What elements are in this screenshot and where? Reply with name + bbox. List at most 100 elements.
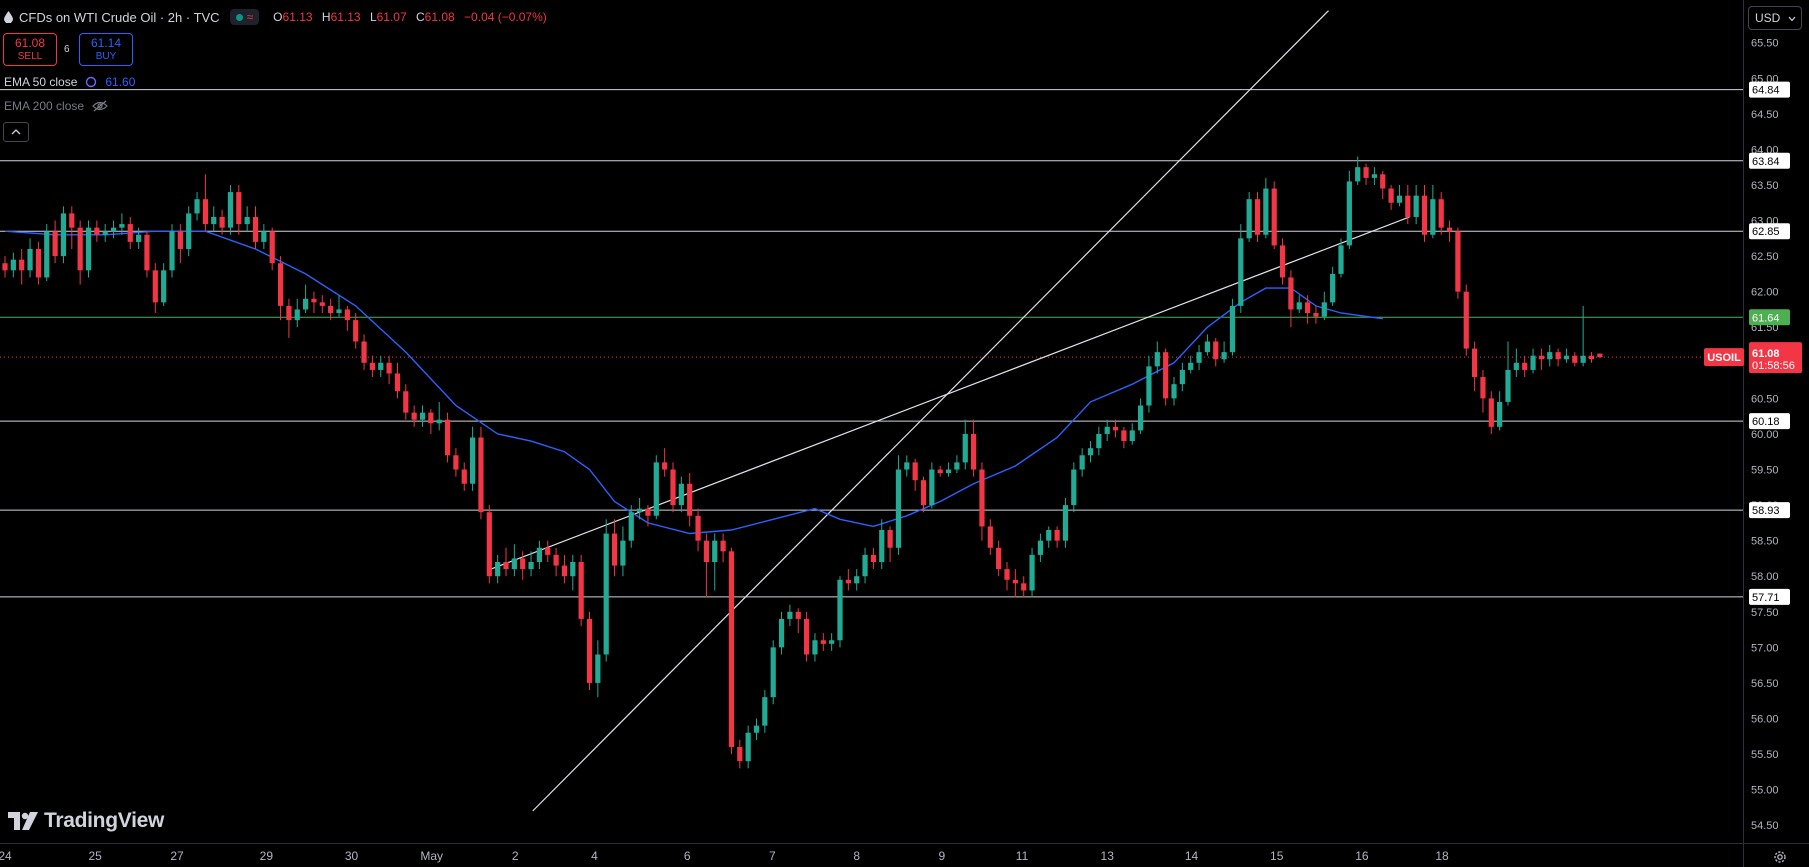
candle-body[interactable]: [520, 558, 526, 570]
candle-body[interactable]: [269, 231, 275, 264]
candle-body[interactable]: [1438, 199, 1444, 228]
candle-body[interactable]: [1555, 352, 1561, 360]
candle-body[interactable]: [1263, 188, 1269, 235]
candle-body[interactable]: [745, 732, 751, 762]
candle-body[interactable]: [1254, 199, 1261, 235]
candle-body[interactable]: [971, 433, 977, 470]
candle-body[interactable]: [169, 231, 175, 271]
candle-body[interactable]: [511, 558, 517, 570]
hidden-eye-icon[interactable]: [92, 100, 108, 112]
candle-body[interactable]: [1505, 369, 1511, 402]
candle-body[interactable]: [1062, 505, 1069, 541]
candle-body[interactable]: [353, 320, 359, 342]
candle-body[interactable]: [678, 483, 684, 506]
candle-body[interactable]: [1271, 188, 1277, 246]
candle-body[interactable]: [436, 419, 442, 424]
candle-body[interactable]: [854, 576, 860, 584]
candle-body[interactable]: [1296, 302, 1302, 310]
symbol-title[interactable]: CFDs on WTI Crude Oil · 2h · TVC: [19, 9, 220, 25]
candle-body[interactable]: [628, 512, 634, 541]
candle-body[interactable]: [996, 547, 1002, 570]
candle-body[interactable]: [1463, 291, 1469, 349]
candle-body[interactable]: [620, 540, 626, 566]
candle-body[interactable]: [110, 227, 117, 232]
candle-body[interactable]: [361, 341, 367, 363]
candle-body[interactable]: [561, 565, 568, 577]
sell-button[interactable]: 61.08 SELL: [3, 33, 57, 66]
candle-body[interactable]: [1004, 569, 1010, 580]
candle-body[interactable]: [1597, 353, 1603, 358]
candle-body[interactable]: [52, 231, 58, 257]
candle-body[interactable]: [1455, 231, 1461, 292]
candle-body[interactable]: [1079, 455, 1085, 470]
candle-body[interactable]: [328, 305, 334, 314]
candle-body[interactable]: [1221, 352, 1227, 360]
candle-body[interactable]: [495, 562, 501, 577]
candle-body[interactable]: [1497, 401, 1503, 427]
candle-body[interactable]: [119, 224, 125, 228]
buy-button[interactable]: 61.14 BUY: [79, 33, 133, 66]
candle-body[interactable]: [1229, 305, 1236, 353]
candle-body[interactable]: [1580, 355, 1586, 363]
candle-body[interactable]: [670, 469, 676, 506]
candle-body[interactable]: [637, 508, 643, 513]
candle-body[interactable]: [912, 462, 918, 481]
candle-body[interactable]: [252, 216, 259, 242]
candle-body[interactable]: [369, 362, 375, 370]
candle-body[interactable]: [144, 234, 150, 271]
candle-body[interactable]: [1163, 352, 1169, 399]
candle-body[interactable]: [303, 298, 309, 310]
candle-body[interactable]: [1037, 540, 1043, 555]
candle-body[interactable]: [1279, 245, 1286, 278]
candle-body[interactable]: [428, 412, 434, 424]
candle-body[interactable]: [344, 309, 350, 321]
candle-body[interactable]: [177, 231, 183, 249]
candle-body[interactable]: [10, 259, 16, 271]
candle-body[interactable]: [954, 462, 960, 470]
candle-body[interactable]: [1104, 426, 1110, 434]
market-status[interactable]: ≈: [229, 9, 260, 25]
currency-select[interactable]: USD: [1748, 6, 1802, 30]
candle-body[interactable]: [277, 263, 284, 306]
collapse-legend-button[interactable]: [3, 122, 29, 142]
candle-body[interactable]: [837, 579, 843, 641]
candle-body[interactable]: [386, 362, 392, 374]
candle-body[interactable]: [1472, 348, 1478, 378]
candle-body[interactable]: [236, 192, 242, 225]
candle-body[interactable]: [1021, 583, 1027, 591]
candle-body[interactable]: [687, 483, 693, 516]
candle-body[interactable]: [1488, 398, 1494, 427]
candle-body[interactable]: [662, 462, 668, 470]
candle-body[interactable]: [829, 640, 835, 644]
candle-body[interactable]: [1305, 302, 1311, 314]
tradingview-logo[interactable]: TradingView: [8, 809, 164, 833]
candle-body[interactable]: [69, 213, 75, 228]
candle-body[interactable]: [812, 640, 818, 655]
candle-body[interactable]: [1371, 174, 1377, 178]
candle-body[interactable]: [453, 455, 459, 470]
candle-body[interactable]: [1588, 355, 1595, 360]
candle-body[interactable]: [1380, 174, 1386, 189]
candle-body[interactable]: [795, 611, 801, 619]
candle-body[interactable]: [202, 199, 208, 225]
candle-body[interactable]: [60, 213, 67, 257]
candle-body[interactable]: [194, 199, 200, 214]
candle-body[interactable]: [1413, 195, 1419, 217]
candle-body[interactable]: [1238, 238, 1244, 306]
candle-body[interactable]: [904, 462, 910, 470]
candle-body[interactable]: [77, 227, 83, 271]
candle-body[interactable]: [1154, 352, 1160, 367]
candle-body[interactable]: [611, 533, 618, 566]
candle-body[interactable]: [19, 259, 25, 271]
candle-body[interactable]: [1346, 181, 1352, 246]
candle-body[interactable]: [1338, 245, 1344, 274]
candle-body[interactable]: [770, 647, 776, 698]
candle-body[interactable]: [1513, 362, 1519, 370]
candle-body[interactable]: [478, 437, 484, 513]
candle-body[interactable]: [411, 412, 417, 420]
candle-body[interactable]: [211, 216, 217, 225]
candle-body[interactable]: [1288, 277, 1294, 310]
candle-body[interactable]: [929, 469, 935, 506]
candle-body[interactable]: [85, 227, 92, 271]
candle-body[interactable]: [102, 231, 108, 235]
